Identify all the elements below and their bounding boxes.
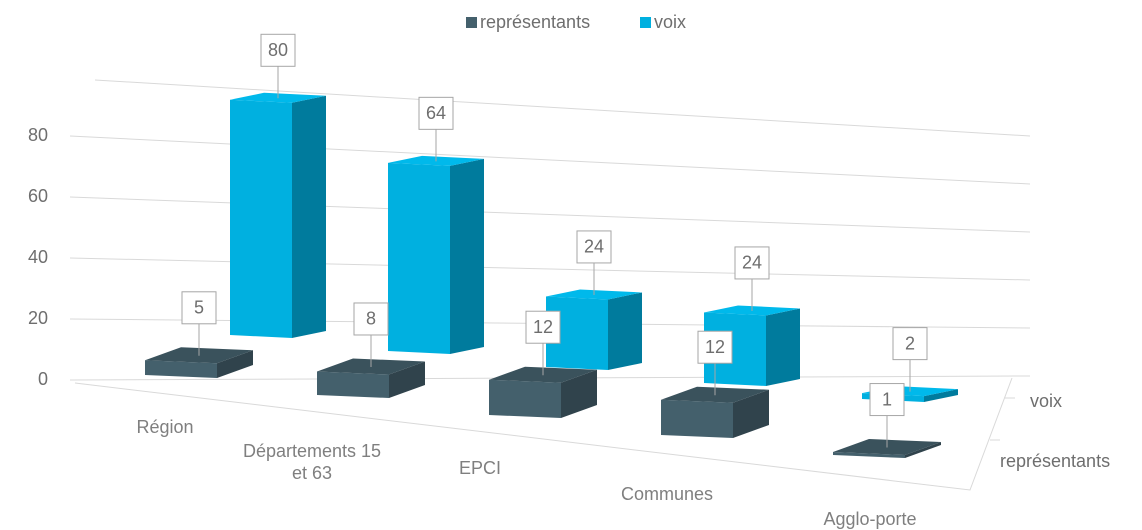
x-tick-label: Agglo-porte	[823, 509, 917, 529]
grid-line	[69, 135, 1031, 185]
y-tick-label: 0	[38, 369, 48, 389]
label-box	[260, 33, 296, 67]
bar-front	[661, 399, 733, 438]
bar-side	[608, 292, 642, 370]
data-label: 64	[426, 103, 446, 123]
bar-side	[292, 95, 326, 338]
bar-side	[733, 389, 769, 438]
y-tick-label: 80	[28, 125, 48, 145]
label-box	[576, 230, 612, 264]
data-label: 24	[742, 253, 762, 273]
label-box	[525, 310, 561, 344]
y-tick-label: 40	[28, 247, 48, 267]
bar-front	[317, 371, 389, 398]
y-tick-label: 20	[28, 308, 48, 328]
bar-front	[489, 379, 561, 418]
bar	[317, 358, 425, 398]
bar-side	[905, 442, 941, 458]
label-box	[353, 302, 389, 336]
bar-front	[833, 452, 905, 458]
bar-side	[924, 389, 958, 402]
data-label: 5	[194, 298, 204, 318]
bar-front	[388, 162, 450, 354]
y-tick-label: 60	[28, 186, 48, 206]
x-tick-label: Communes	[620, 484, 714, 504]
bar-side	[217, 350, 253, 378]
grid-line	[69, 257, 1031, 281]
legend-label: voix	[654, 12, 686, 32]
label-box	[697, 330, 733, 364]
bar-side	[389, 361, 425, 398]
bar	[230, 92, 326, 338]
label-box	[418, 96, 454, 130]
legend-swatch	[466, 17, 477, 28]
x-tick-label: Région	[136, 417, 194, 437]
bar-front	[546, 296, 608, 370]
x-tick-label: Départements 15 et 63	[242, 441, 382, 483]
data-label: 80	[268, 40, 288, 60]
legend-swatch	[640, 17, 651, 28]
depth-label: voix	[1030, 391, 1062, 411]
bar	[546, 289, 642, 370]
legend-label: représentants	[480, 12, 590, 32]
bar-side	[766, 308, 800, 386]
data-label: 2	[905, 333, 915, 353]
depth-label: représentants	[1000, 451, 1110, 471]
label-box	[181, 291, 217, 325]
bar	[388, 155, 484, 354]
bar-side	[561, 369, 597, 418]
x-tick-label: EPCI	[458, 458, 501, 478]
data-label: 12	[705, 337, 725, 357]
wall-top	[94, 79, 1031, 137]
bar-front	[230, 99, 292, 338]
data-label: 24	[584, 237, 604, 257]
floor-edge	[74, 377, 1013, 491]
grid-line	[69, 196, 1031, 233]
data-label: 8	[366, 309, 376, 329]
data-label: 1	[882, 389, 892, 409]
bar-side	[450, 158, 484, 354]
label-box	[892, 327, 928, 361]
label-box	[869, 383, 905, 417]
bar-front	[145, 360, 217, 378]
label-box	[734, 246, 770, 280]
data-label: 12	[533, 317, 553, 337]
